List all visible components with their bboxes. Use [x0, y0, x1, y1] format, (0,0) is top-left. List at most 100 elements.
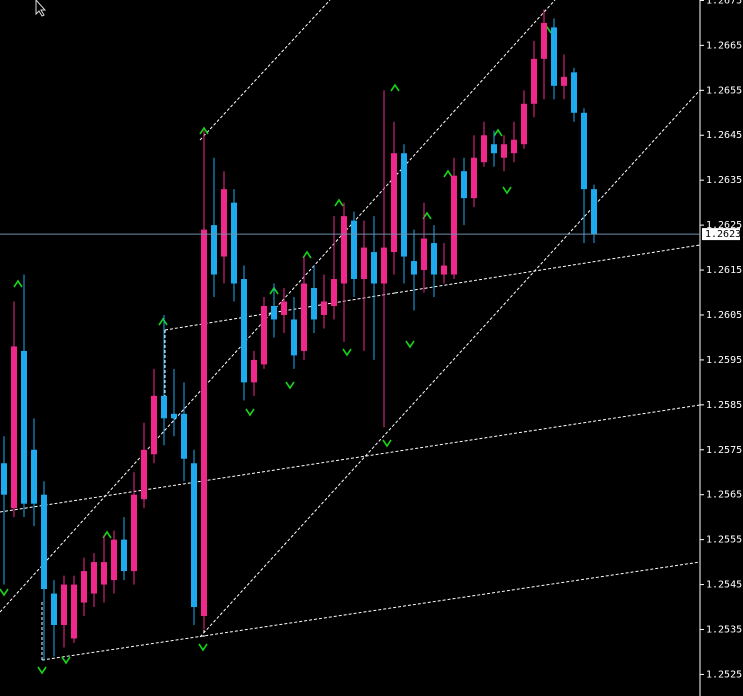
candle-body	[391, 153, 397, 253]
candle-body	[441, 265, 447, 275]
y-tick-label: 1.2675	[706, 0, 742, 6]
y-tick-label: 1.2525	[706, 669, 742, 680]
fractal-up	[443, 169, 453, 178]
candle-body	[281, 301, 287, 315]
y-tick-label: 1.2535	[706, 625, 742, 636]
candle-body	[471, 157, 477, 199]
candle-body	[41, 494, 47, 590]
candle-body	[431, 243, 437, 275]
fractal-down	[405, 340, 415, 349]
candle-body	[151, 395, 157, 455]
y-tick-label: 1.2625	[706, 220, 742, 231]
y-tick-label: 1.2585	[706, 400, 742, 411]
fractal-up	[334, 198, 344, 207]
candle-body	[1, 463, 7, 495]
candle-body	[101, 562, 107, 585]
candle-body	[331, 279, 337, 306]
y-tick-label: 1.2575	[706, 445, 742, 456]
candle-body	[311, 288, 317, 320]
y-tick-label: 1.2595	[706, 355, 742, 366]
candle-body	[581, 112, 587, 190]
candle-body	[201, 229, 207, 617]
trend-line	[41, 561, 701, 661]
candle-body	[141, 449, 147, 500]
fractal-up	[158, 317, 168, 326]
candle-body	[191, 463, 197, 608]
fractal-up	[390, 83, 400, 92]
fractal-up	[13, 279, 23, 288]
trend-line	[0, 0, 556, 613]
y-tick-label: 1.2635	[706, 175, 742, 186]
candle-body	[111, 539, 117, 581]
y-tick-label: 1.2565	[706, 490, 742, 501]
candle-body	[451, 175, 457, 275]
candle-body	[131, 494, 137, 572]
candle-body	[511, 139, 517, 154]
candle-body	[271, 305, 277, 320]
fractal-down	[502, 186, 512, 195]
candle-body	[371, 252, 377, 284]
trend-line	[199, 0, 331, 141]
fractal-up	[493, 128, 503, 137]
candle-body	[91, 562, 97, 594]
candle-body	[551, 27, 557, 86]
candle-body	[491, 144, 497, 154]
trend-line	[164, 292, 396, 331]
candle-body	[341, 216, 347, 284]
fractal-down	[285, 381, 295, 390]
candle-body	[591, 189, 597, 235]
candle-body	[521, 103, 527, 145]
fractal-down	[198, 643, 208, 652]
candle-body	[21, 350, 27, 504]
candle-body	[161, 395, 167, 419]
candle-body	[301, 283, 307, 351]
candle-body	[461, 171, 467, 199]
candle-body	[481, 135, 487, 163]
fractal-down	[61, 656, 71, 665]
candle-body	[231, 202, 237, 284]
trend-line	[0, 404, 701, 513]
y-tick-label: 1.2605	[706, 310, 742, 321]
candle-body	[361, 247, 367, 280]
y-tick-label: 1.2665	[706, 40, 742, 51]
fractal-up	[199, 126, 209, 135]
candle-body	[541, 22, 547, 59]
candle-body	[121, 539, 127, 572]
y-tick-label: 1.2555	[706, 535, 742, 546]
candle-body	[501, 144, 507, 158]
candle-body	[381, 247, 387, 284]
candle-body	[51, 593, 57, 626]
candle-body	[81, 571, 87, 603]
candle-body	[211, 225, 217, 275]
candle-body	[61, 584, 67, 626]
fractal-down	[342, 348, 352, 357]
trend-line	[199, 89, 701, 638]
candle-body	[351, 220, 357, 280]
fractal-up	[302, 250, 312, 259]
candle-body	[171, 413, 177, 419]
fractal-down	[382, 439, 392, 448]
candle-body	[71, 584, 77, 639]
fractal-down	[0, 588, 9, 597]
candles	[1, 9, 597, 661]
candle-body	[11, 346, 17, 509]
cursor	[35, 0, 47, 17]
y-tick-label: 1.2655	[706, 85, 742, 96]
candle-body	[571, 72, 577, 113]
candle-body	[561, 76, 567, 86]
y-tick-label: 1.2645	[706, 130, 742, 141]
fractal-down	[37, 666, 47, 675]
last-price-box	[702, 228, 740, 241]
candle-body	[251, 359, 257, 383]
candle-body	[31, 449, 37, 504]
last-price-label: 1.2623	[705, 229, 741, 240]
candle-body	[321, 301, 327, 315]
candle-body	[401, 153, 407, 257]
candle-body	[261, 305, 267, 365]
trend-line	[394, 244, 701, 294]
candle-body	[291, 319, 297, 356]
candle-body	[181, 413, 187, 459]
